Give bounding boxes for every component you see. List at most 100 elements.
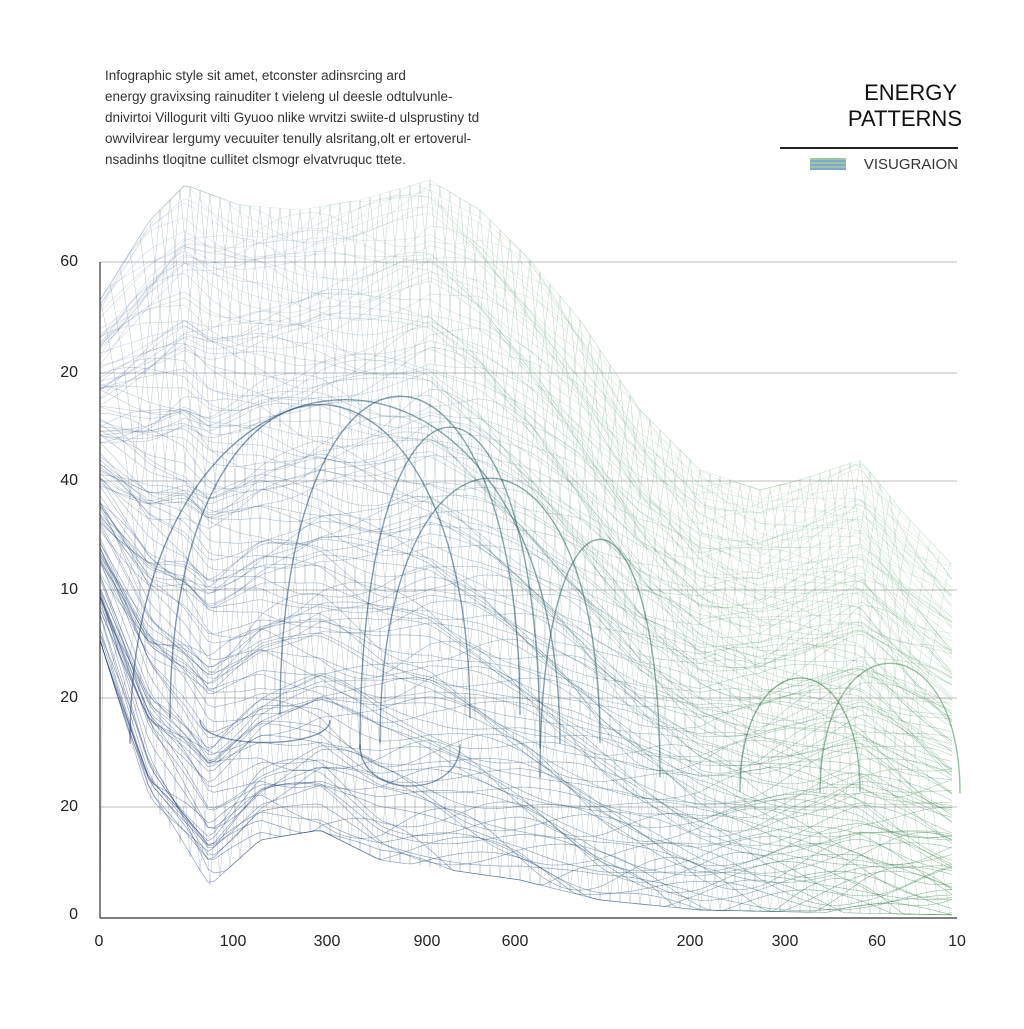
mesh-strand [99, 396, 953, 698]
mesh-hatch [859, 530, 921, 914]
mesh-strand [99, 263, 953, 619]
mesh-strand [99, 587, 953, 885]
mesh-strand [99, 194, 953, 565]
mesh-strand [99, 317, 953, 642]
mesh-strand [99, 514, 953, 794]
mesh-strand [99, 627, 953, 909]
mesh-strand [99, 277, 953, 654]
mesh-strand [99, 456, 953, 714]
x-tick-label: 60 [868, 933, 886, 950]
y-tick-label: 10 [60, 581, 78, 598]
mesh-strand [99, 261, 953, 597]
mesh-strand [99, 596, 953, 871]
intro-line: owvilvirear lergumy vecuuiter tenully al… [105, 131, 471, 146]
x-tick-label: 900 [414, 933, 441, 950]
mesh-arc [539, 538, 661, 778]
mesh-strand [99, 368, 953, 672]
mesh-strand [99, 574, 953, 847]
mesh-strand [99, 213, 953, 607]
mesh-strand [99, 196, 953, 579]
mesh-strand [99, 609, 953, 868]
mesh-strand [99, 320, 953, 627]
mesh-strand [99, 459, 953, 708]
intro-line: dnivirtoi Villogurit vilti Gyuoo nlike w… [105, 110, 479, 125]
mesh-strand [99, 639, 953, 912]
x-tick-label: 100 [220, 933, 247, 950]
mesh-strand [99, 310, 953, 634]
intro-line: nsadinhs tloqitne cullitet clsmogr elvat… [105, 152, 406, 167]
mesh-strand [99, 529, 953, 771]
x-tick-label: 0 [95, 933, 104, 950]
mesh-strand [99, 411, 953, 678]
mesh-arc [739, 677, 861, 792]
mesh-strand [99, 245, 953, 591]
mesh-strand [99, 554, 953, 841]
mesh-strand [99, 418, 953, 704]
mesh-arc [359, 426, 541, 749]
mesh-strand [99, 482, 953, 750]
axes [99, 262, 957, 919]
y-tick-label: 20 [60, 364, 78, 381]
mesh-strand [99, 639, 953, 911]
mesh-strand [99, 609, 953, 874]
mesh-strand [99, 558, 953, 808]
mesh-arc [279, 395, 521, 716]
mesh-strand [99, 502, 953, 785]
y-tick-label: 40 [60, 472, 78, 489]
mesh-strand [99, 325, 953, 651]
mesh-strand [99, 225, 953, 581]
mesh-strand [99, 292, 953, 623]
mesh-strand [99, 420, 953, 680]
mesh-strand [99, 634, 953, 916]
mesh-strand [99, 517, 953, 769]
mesh-strand [99, 537, 953, 824]
mesh-strand [99, 474, 953, 722]
subtitle: VISUGRAION [864, 156, 958, 173]
mesh-strand [99, 343, 953, 638]
mesh-decoration [99, 179, 961, 916]
x-tick-label: 300 [772, 933, 799, 950]
mesh-arc [129, 399, 561, 744]
mesh-strand [99, 596, 953, 869]
mesh-strand [99, 212, 953, 568]
intro-line: Infographic style sit amet, etconster ad… [105, 68, 406, 83]
mesh-strand [99, 590, 953, 865]
mesh-strand [99, 639, 953, 916]
mesh-strand [99, 522, 953, 760]
mesh-strand [99, 428, 953, 700]
legend-swatch [810, 158, 846, 170]
x-tick-label: 10 [948, 933, 966, 950]
mesh-strand [99, 551, 953, 822]
mesh-strand [99, 596, 953, 865]
mesh-strand [99, 606, 953, 878]
mesh-strand [99, 599, 953, 897]
mesh-arc [379, 477, 601, 743]
mesh-strand [99, 243, 953, 622]
mesh-strand [99, 572, 953, 838]
mesh-strand [99, 470, 953, 720]
mesh-strand [99, 434, 953, 727]
mesh-hatch [879, 551, 941, 914]
mesh-strand [99, 639, 953, 916]
mesh-strand [99, 501, 953, 772]
mesh-strand [99, 395, 953, 686]
mesh-arc [819, 662, 961, 794]
mesh-strand [99, 513, 953, 813]
mesh-strand [99, 561, 953, 832]
mesh-strand [99, 547, 953, 861]
mesh-strand [99, 179, 953, 566]
mesh-strand [99, 406, 953, 701]
mesh-strand [99, 347, 953, 652]
mesh-strand [99, 594, 953, 888]
mesh-strand [99, 541, 953, 870]
title-line: PATTERNS [848, 106, 962, 131]
mesh-strand [99, 595, 953, 865]
mesh-strand [99, 589, 953, 899]
mesh-arc [169, 403, 471, 719]
y-tick-label: 20 [60, 689, 78, 706]
mesh-arc [359, 744, 461, 787]
mesh-strand [99, 547, 953, 839]
y-tick-label: 60 [60, 253, 78, 270]
x-tick-label: 600 [502, 933, 529, 950]
